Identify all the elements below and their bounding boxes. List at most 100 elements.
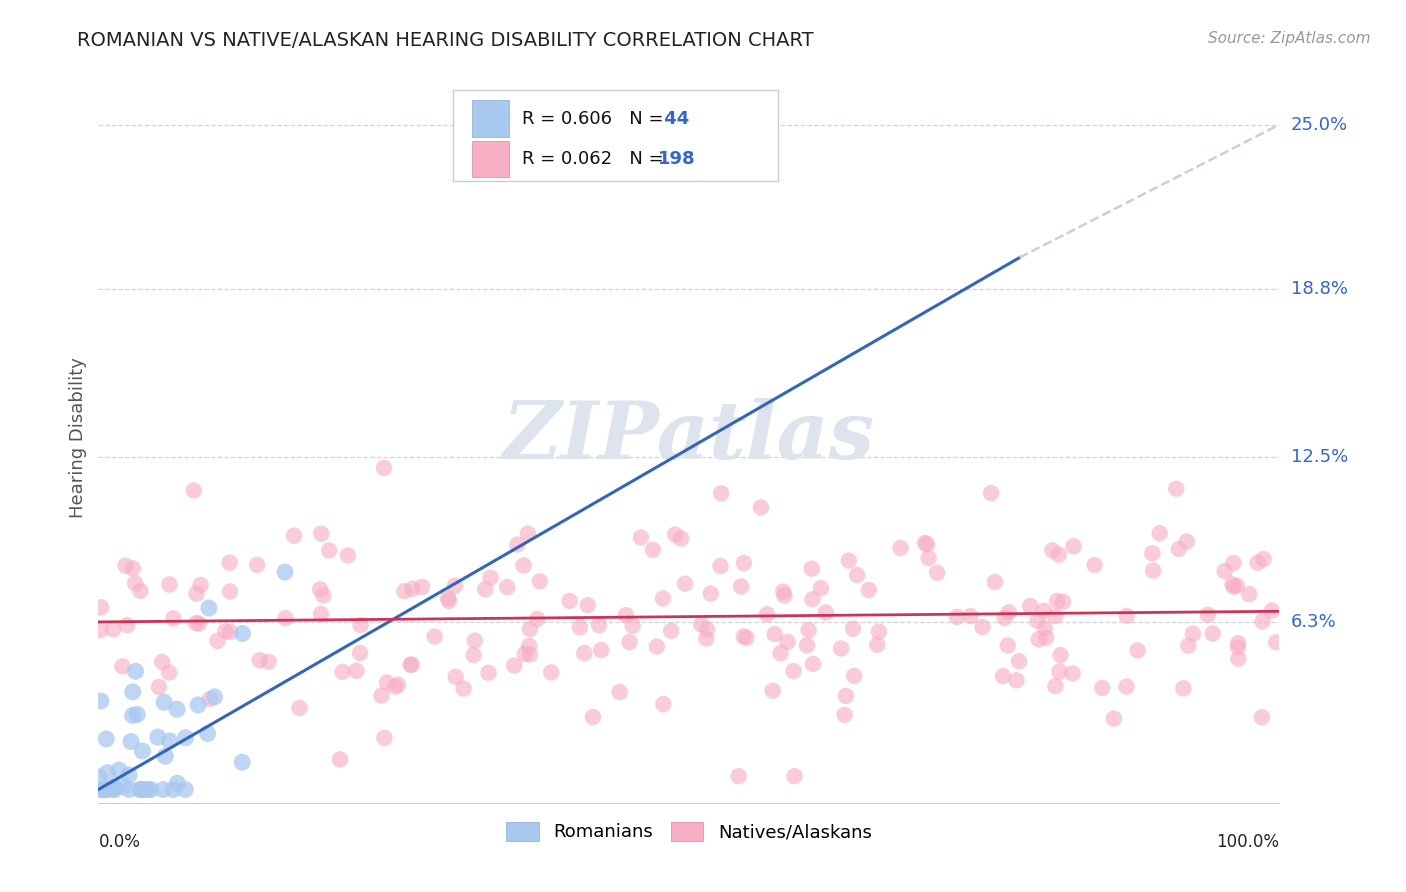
Point	[609, 685, 631, 699]
Point	[1126, 643, 1149, 657]
Point	[842, 622, 865, 636]
Point	[332, 665, 354, 679]
Point	[730, 580, 752, 594]
Point	[769, 646, 792, 660]
Point	[1177, 639, 1199, 653]
Point	[763, 627, 786, 641]
Point	[834, 707, 856, 722]
Point	[146, 730, 169, 744]
Text: ZIPatlas: ZIPatlas	[503, 399, 875, 475]
Point	[866, 638, 889, 652]
Point	[134, 782, 156, 797]
Point	[387, 678, 409, 692]
Point	[153, 695, 176, 709]
Point	[121, 561, 143, 575]
Point	[464, 633, 486, 648]
Point	[506, 537, 529, 551]
Point	[1181, 626, 1204, 640]
Point	[394, 584, 416, 599]
Point	[375, 675, 398, 690]
Point	[129, 782, 152, 797]
Point	[231, 756, 253, 770]
Point	[423, 630, 446, 644]
Point	[437, 594, 460, 608]
Point	[1035, 631, 1057, 645]
Point	[959, 609, 981, 624]
Point	[114, 558, 136, 573]
Point	[148, 680, 170, 694]
Point	[124, 576, 146, 591]
Point	[437, 591, 460, 606]
Point	[152, 782, 174, 797]
Point	[91, 782, 114, 797]
Point	[1222, 556, 1244, 570]
Point	[101, 622, 124, 636]
Point	[842, 669, 865, 683]
Point	[112, 779, 135, 793]
Text: R = 0.606   N =: R = 0.606 N =	[523, 110, 669, 128]
Point	[496, 580, 519, 594]
Point	[773, 589, 796, 603]
Point	[835, 689, 858, 703]
Point	[453, 681, 475, 696]
Point	[121, 685, 143, 699]
Point	[1032, 604, 1054, 618]
Point	[733, 556, 755, 570]
Point	[630, 531, 652, 545]
Point	[197, 726, 219, 740]
Point	[129, 583, 152, 598]
Point	[1047, 548, 1070, 562]
Point	[162, 611, 184, 625]
Point	[669, 532, 692, 546]
Point	[1173, 681, 1195, 696]
Point	[1142, 546, 1164, 560]
Point	[411, 580, 433, 594]
Point	[641, 542, 664, 557]
Point	[582, 710, 605, 724]
Point	[399, 657, 422, 672]
Point	[762, 683, 785, 698]
Point	[96, 731, 118, 746]
Point	[1265, 635, 1288, 649]
Point	[115, 618, 138, 632]
Point	[516, 526, 538, 541]
Point	[1197, 607, 1219, 622]
Point	[309, 526, 332, 541]
Point	[318, 543, 340, 558]
Point	[800, 561, 823, 575]
Point	[87, 770, 110, 784]
Point	[246, 558, 269, 572]
Point	[166, 702, 188, 716]
Point	[474, 582, 496, 597]
Point	[1045, 679, 1067, 693]
Point	[309, 607, 332, 621]
Y-axis label: Hearing Disability: Hearing Disability	[69, 357, 87, 517]
Point	[90, 694, 112, 708]
Text: 198: 198	[658, 150, 696, 168]
Text: Source: ZipAtlas.com: Source: ZipAtlas.com	[1208, 31, 1371, 46]
Point	[994, 611, 1017, 625]
Text: 44: 44	[658, 110, 689, 128]
Point	[652, 697, 675, 711]
Point	[1222, 577, 1244, 591]
Point	[89, 624, 111, 638]
Point	[1202, 626, 1225, 640]
Text: 18.8%: 18.8%	[1291, 280, 1347, 299]
Point	[1251, 615, 1274, 629]
Point	[1213, 564, 1236, 578]
Point	[914, 536, 936, 550]
Point	[283, 529, 305, 543]
Point	[568, 620, 591, 634]
Point	[972, 620, 994, 634]
Point	[121, 708, 143, 723]
Point	[159, 734, 181, 748]
Point	[207, 633, 229, 648]
Point	[1008, 654, 1031, 668]
Point	[187, 698, 209, 712]
Point	[249, 653, 271, 667]
Point	[162, 782, 184, 797]
Point	[346, 664, 368, 678]
Point	[477, 665, 499, 680]
Point	[1052, 595, 1074, 609]
Point	[695, 632, 717, 646]
